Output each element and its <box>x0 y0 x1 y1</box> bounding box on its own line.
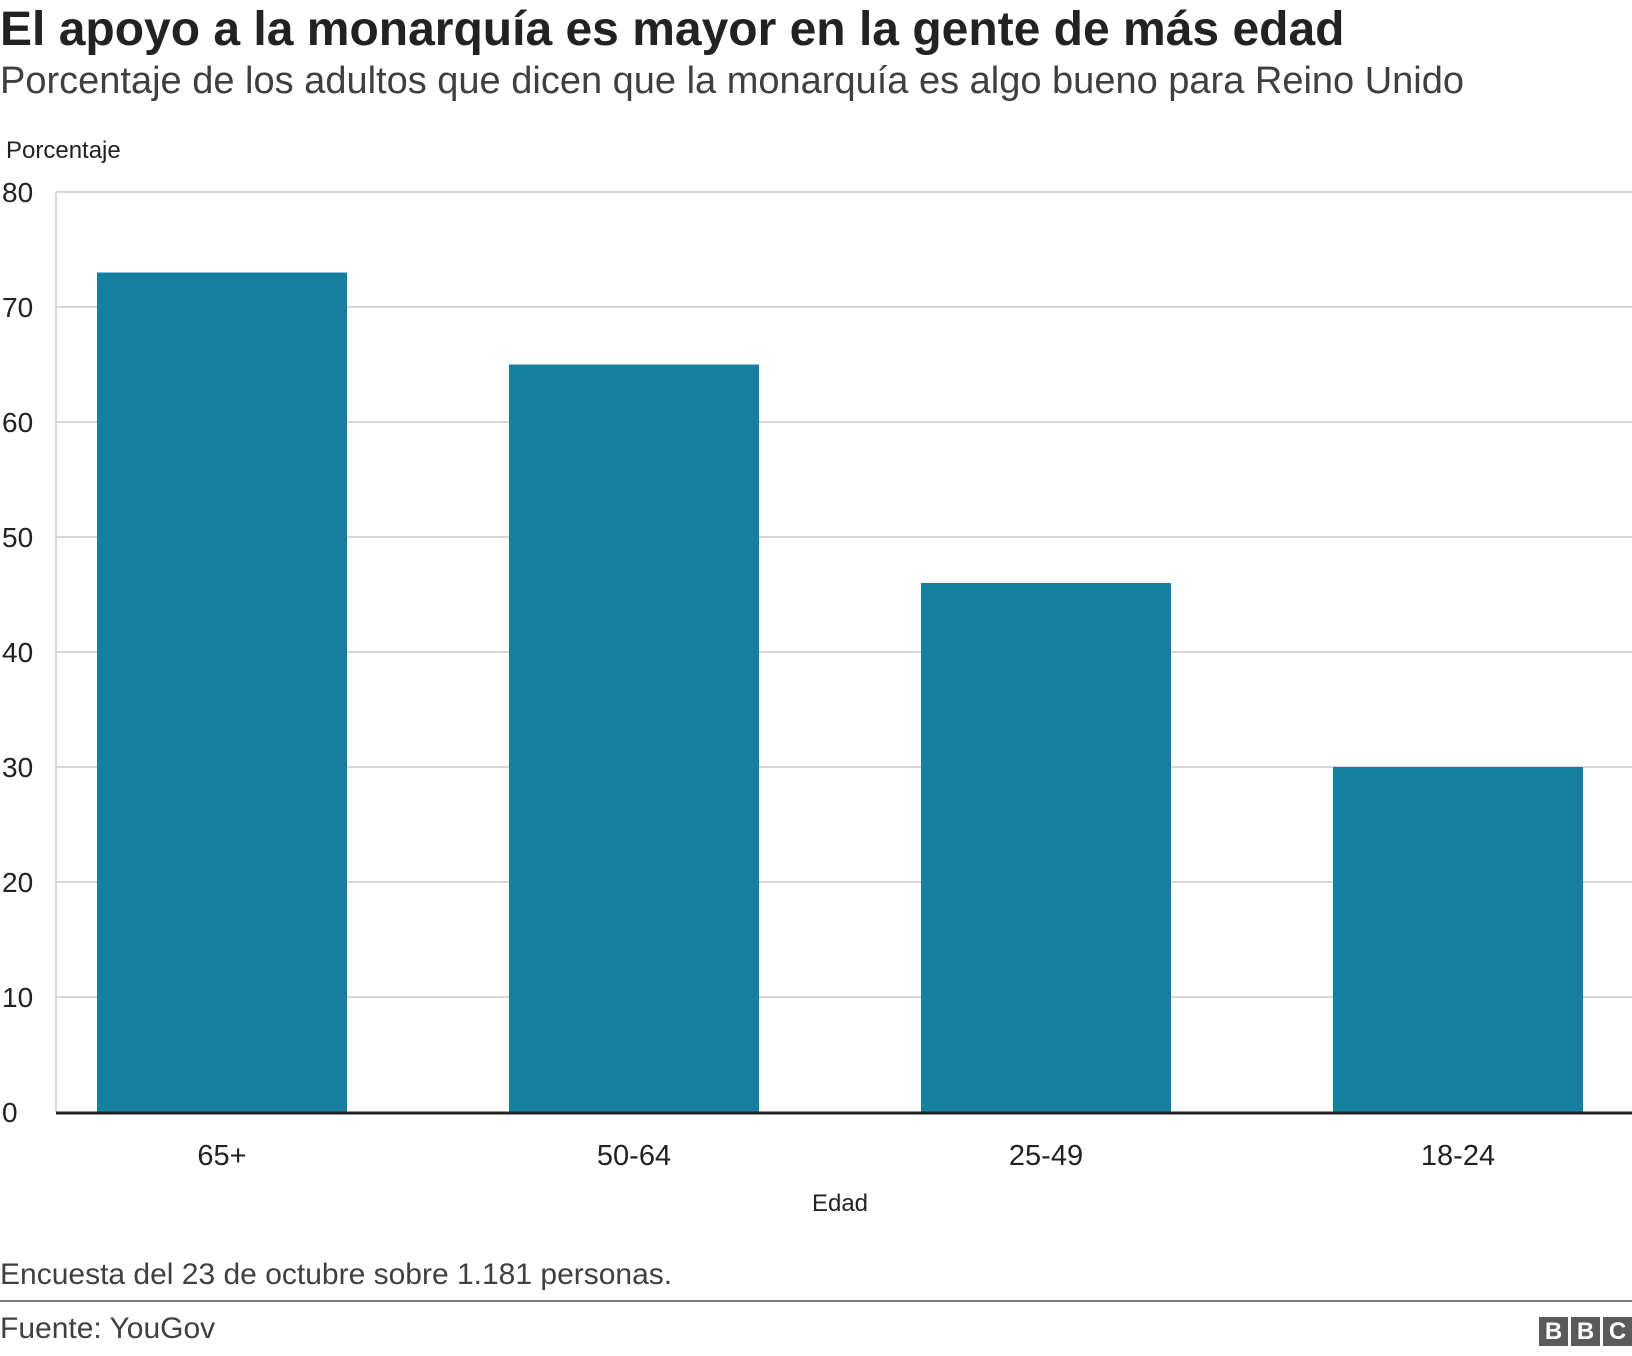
source-credit: Fuente: YouGov <box>0 1312 216 1345</box>
bar-65+ <box>97 272 347 1112</box>
bbc-logo-letter: C <box>1603 1317 1632 1346</box>
x-tick-label: 65+ <box>197 1140 246 1172</box>
y-tick-label: 10 <box>2 982 33 1013</box>
x-tick-label: 18-24 <box>1421 1140 1495 1172</box>
bbc-logo-letter: B <box>1571 1317 1600 1346</box>
footer-divider <box>0 1300 1632 1302</box>
y-tick-label: 70 <box>2 292 33 323</box>
x-axis-label: Edad <box>812 1190 868 1217</box>
bbc-logo-letter: B <box>1539 1317 1568 1346</box>
y-tick-label: 30 <box>2 752 33 783</box>
survey-note: Encuesta del 23 de octubre sobre 1.181 p… <box>0 1258 673 1291</box>
chart-title: El apoyo a la monarquía es mayor en la g… <box>0 3 1345 56</box>
bar-25-49 <box>921 583 1171 1112</box>
y-tick-label: 0 <box>2 1097 18 1128</box>
y-tick-label: 60 <box>2 407 33 438</box>
y-tick-label: 80 <box>2 177 33 208</box>
y-tick-label: 50 <box>2 522 33 553</box>
x-axis-ticks: 65+ 50-64 25-49 18-24 <box>197 1140 1495 1172</box>
y-axis-ticks: 0 10 20 30 40 50 60 70 80 <box>2 177 33 1128</box>
bar-18-24 <box>1333 767 1583 1112</box>
bar-50-64 <box>509 364 759 1112</box>
x-tick-label: 25-49 <box>1009 1140 1083 1172</box>
y-tick-label: 40 <box>2 637 33 668</box>
bars <box>97 272 1583 1112</box>
y-axis-label: Porcentaje <box>6 137 121 164</box>
bbc-logo: B B C <box>1539 1317 1632 1346</box>
y-tick-label: 20 <box>2 867 33 898</box>
chart-subtitle: Porcentaje de los adultos que dicen que … <box>0 60 1465 102</box>
x-tick-label: 50-64 <box>597 1140 671 1172</box>
bar-chart: 0 10 20 30 40 50 60 70 80 65+ 50-64 25-49 18-24 Por… <box>2 137 1632 1217</box>
